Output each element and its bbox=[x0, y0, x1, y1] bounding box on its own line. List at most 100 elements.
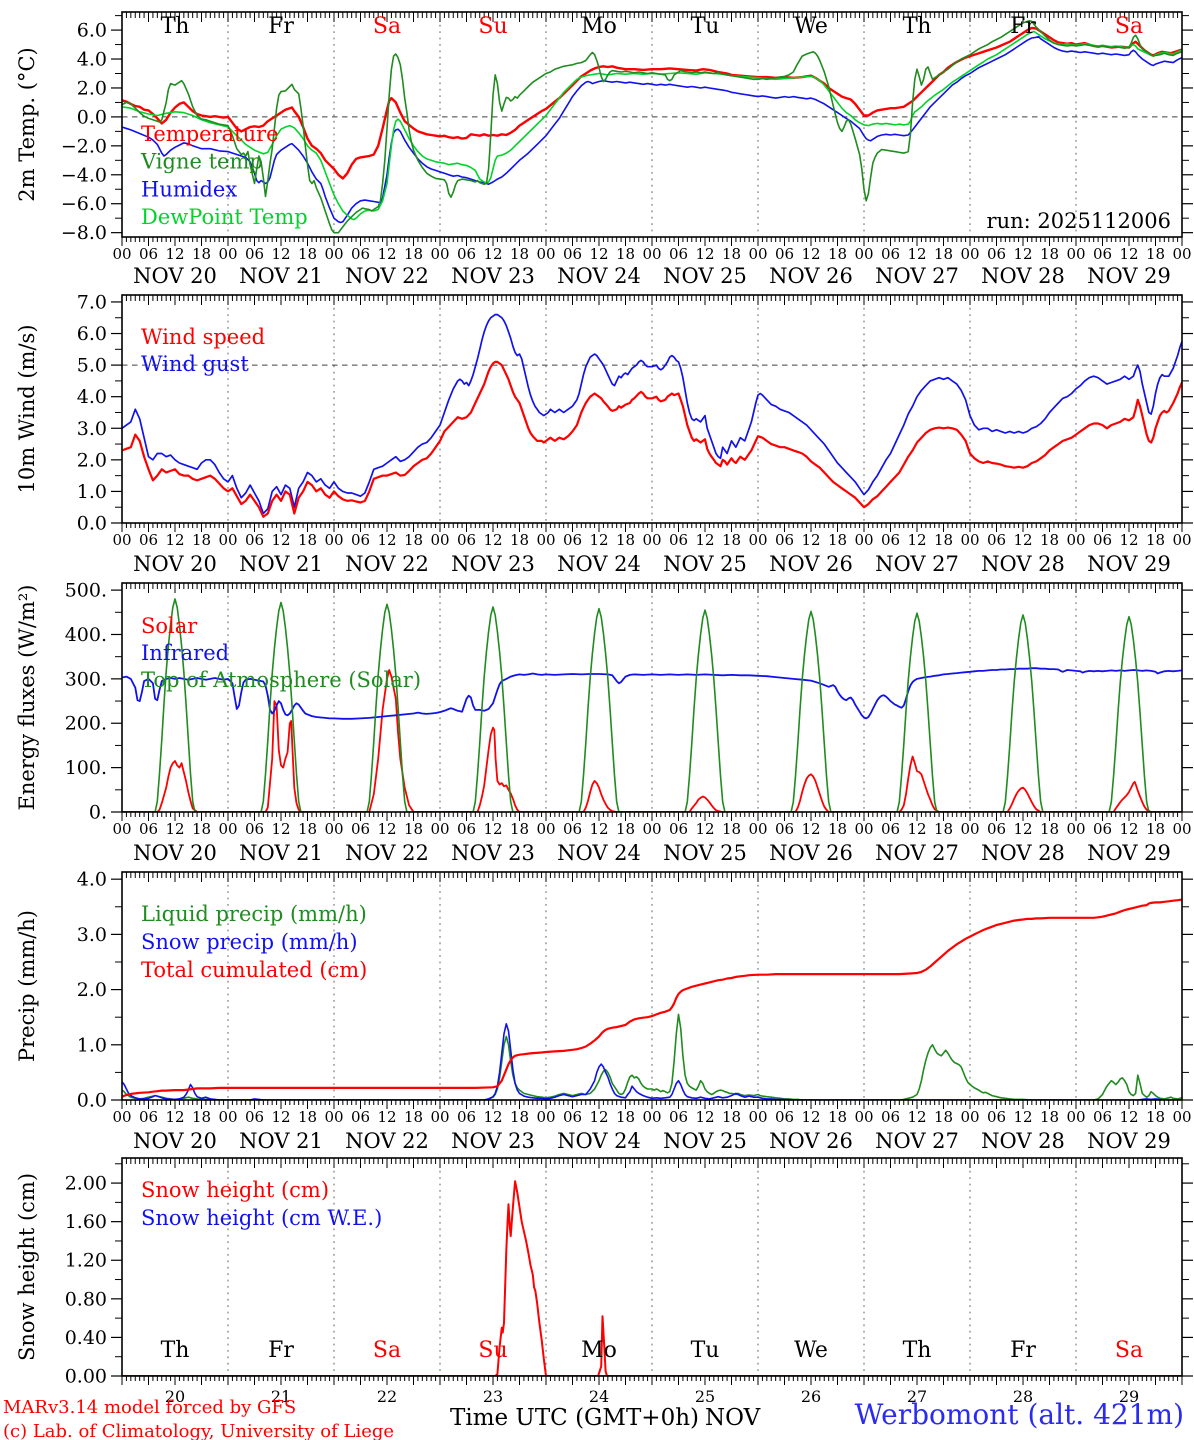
model-credit-line: MARv3.14 model forced by GFS bbox=[3, 1397, 297, 1418]
y-tick-label: 500. bbox=[65, 580, 107, 602]
hour-tick-label: 12 bbox=[377, 245, 396, 263]
panel-energy-fluxes: 0. 100. 200. 300. 400. 500. 00 06 12 18 00 06 12 18 00… bbox=[15, 580, 1193, 865]
day-number-label: 28 bbox=[1013, 1387, 1033, 1406]
hour-tick-label: 00 bbox=[854, 531, 873, 549]
day-name-label: Su bbox=[478, 14, 507, 39]
series-group-energy-fluxes bbox=[122, 598, 1182, 812]
hour-tick-label: 00 bbox=[960, 531, 979, 549]
hour-tick-label: 06 bbox=[139, 820, 158, 838]
day-number-label: 25 bbox=[695, 1387, 715, 1406]
day-name-label: Th bbox=[161, 14, 190, 39]
hour-tick-label: 00 bbox=[960, 245, 979, 263]
date-label: NOV 25 bbox=[663, 264, 747, 288]
hour-tick-label: 00 bbox=[218, 1108, 237, 1126]
hour-tick-label: 18 bbox=[616, 820, 635, 838]
day-name-label: We bbox=[794, 1338, 828, 1363]
y-tick-label: 4.0 bbox=[77, 869, 107, 891]
panel-wind-10m: 0.0 1.0 2.0 3.0 4.0 5.0 6.0 7.0 00 06 12 18 00 06 12 18… bbox=[15, 291, 1193, 576]
y-tick-label: 100. bbox=[65, 757, 107, 779]
date-label: NOV 23 bbox=[451, 1129, 535, 1153]
hour-tick-label: 12 bbox=[165, 531, 184, 549]
hour-tick-label: 12 bbox=[695, 531, 714, 549]
hour-tick-label: 06 bbox=[775, 245, 794, 263]
date-label: NOV 24 bbox=[557, 841, 641, 865]
hour-tick-label: 12 bbox=[1119, 531, 1138, 549]
date-label: NOV 22 bbox=[345, 264, 429, 288]
hour-tick-label: 12 bbox=[483, 1108, 502, 1126]
hour-tick-label: 00 bbox=[430, 820, 449, 838]
hour-tick-label: 00 bbox=[642, 245, 661, 263]
hour-tick-label: 12 bbox=[1013, 1108, 1032, 1126]
hour-tick-label: 00 bbox=[854, 245, 873, 263]
hour-tick-label: 06 bbox=[351, 820, 370, 838]
y-tick-label: 6.0 bbox=[77, 323, 107, 345]
vigne-temp-line bbox=[122, 19, 1182, 234]
hour-tick-label: 12 bbox=[589, 245, 608, 263]
hour-tick-label: 12 bbox=[271, 245, 290, 263]
hour-tick-label: 06 bbox=[457, 1108, 476, 1126]
hour-tick-label: 06 bbox=[457, 820, 476, 838]
hour-tick-label: 18 bbox=[1146, 1108, 1165, 1126]
legend-liquid-precip-mm-h: Liquid precip (mm/h) bbox=[141, 902, 367, 926]
hour-tick-label: 06 bbox=[669, 245, 688, 263]
hour-tick-label: 18 bbox=[1146, 531, 1165, 549]
day-name-label: Mo bbox=[581, 1338, 617, 1363]
date-label: NOV 20 bbox=[133, 552, 217, 576]
date-label: NOV 24 bbox=[557, 1129, 641, 1153]
hour-tick-label: 12 bbox=[1013, 820, 1032, 838]
y-tick-label: 6.0 bbox=[77, 20, 107, 42]
legend-snow-height-cm: Snow height (cm) bbox=[141, 1178, 329, 1202]
hour-tick-label: 06 bbox=[1093, 1108, 1112, 1126]
y-tick-label: 1.60 bbox=[65, 1211, 107, 1233]
date-label: NOV 23 bbox=[451, 841, 535, 865]
hour-tick-label: 06 bbox=[881, 531, 900, 549]
ylabel-precip: Precip (mm/h) bbox=[15, 910, 39, 1062]
y-tick-label: −4.0 bbox=[61, 164, 107, 186]
y-tick-label: 0.0 bbox=[77, 1090, 107, 1112]
date-label: NOV 26 bbox=[769, 264, 853, 288]
legend-vigne-temp: Vigne temp bbox=[140, 150, 263, 174]
hour-tick-label: 00 bbox=[748, 531, 767, 549]
y-tick-label: 4.0 bbox=[77, 386, 107, 408]
hour-tick-label: 18 bbox=[1146, 245, 1165, 263]
hour-tick-label: 12 bbox=[907, 1108, 926, 1126]
y-tick-label: 3.0 bbox=[77, 418, 107, 440]
y-tick-label: 1.0 bbox=[77, 1034, 107, 1056]
hour-tick-label: 12 bbox=[801, 531, 820, 549]
day-number-label: 29 bbox=[1119, 1387, 1139, 1406]
hour-tick-label: 18 bbox=[934, 820, 953, 838]
y-tick-label: 2.00 bbox=[65, 1173, 107, 1195]
snow-height-cm-line bbox=[122, 1180, 1182, 1376]
hour-tick-label: 06 bbox=[457, 245, 476, 263]
hour-tick-label: 12 bbox=[589, 1108, 608, 1126]
humidex-line bbox=[122, 35, 1182, 224]
hour-tick-label: 12 bbox=[1013, 245, 1032, 263]
hour-tick-label: 12 bbox=[695, 1108, 714, 1126]
date-label: NOV 23 bbox=[451, 552, 535, 576]
hour-tick-label: 06 bbox=[775, 820, 794, 838]
hour-tick-label: 06 bbox=[987, 1108, 1006, 1126]
ylabel-energy-fluxes: Energy fluxes (W/m²) bbox=[15, 585, 39, 811]
date-label: NOV 29 bbox=[1087, 1129, 1171, 1153]
hour-tick-label: 00 bbox=[1172, 531, 1191, 549]
hour-tick-label: 00 bbox=[1066, 820, 1085, 838]
day-number-label: 22 bbox=[377, 1387, 397, 1406]
run-label: run: 2025112006 bbox=[987, 209, 1171, 233]
date-label: NOV 28 bbox=[981, 1129, 1065, 1153]
hour-tick-label: 00 bbox=[748, 245, 767, 263]
hour-tick-label: 12 bbox=[377, 1108, 396, 1126]
hour-tick-label: 06 bbox=[775, 1108, 794, 1126]
day-number-label: 27 bbox=[907, 1387, 927, 1406]
hour-tick-label: 12 bbox=[695, 245, 714, 263]
hour-tick-label: 18 bbox=[192, 820, 211, 838]
panel-snow-height: 0.00 0.40 0.80 1.20 1.60 2.00 20 21 22 23 24 25 26 27… bbox=[15, 1157, 1193, 1406]
y-tick-label: 5.0 bbox=[77, 355, 107, 377]
date-label: NOV 25 bbox=[663, 841, 747, 865]
date-label: NOV 22 bbox=[345, 841, 429, 865]
hour-tick-label: 00 bbox=[1066, 245, 1085, 263]
y-tick-label: 4.0 bbox=[77, 49, 107, 71]
day-name-label: Th bbox=[161, 1338, 190, 1363]
y-tick-label: 0.0 bbox=[77, 513, 107, 535]
day-name-label: Sa bbox=[1115, 14, 1143, 39]
hour-tick-label: 18 bbox=[934, 245, 953, 263]
